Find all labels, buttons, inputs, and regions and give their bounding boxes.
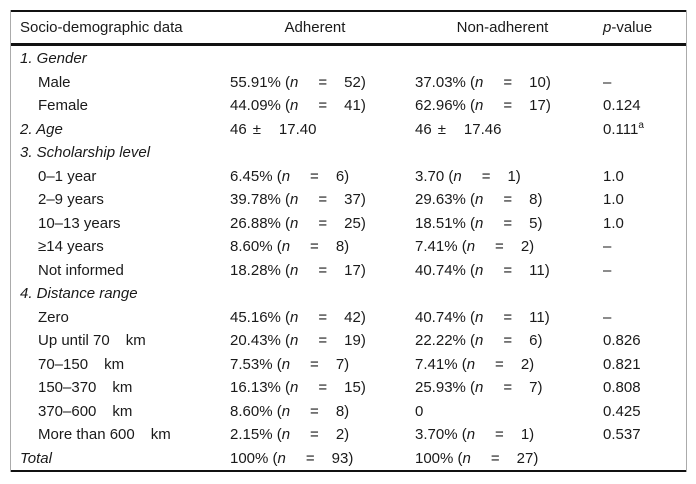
p-value-cell: 0.826 (603, 332, 641, 349)
nonadherent-cell: 7.41% (n = 2) (415, 355, 535, 373)
nonadherent-cell: 46 ±17.46 (415, 120, 502, 138)
table-row: Zero 45.16% (n = 42) 40.74% (n = 11) – (0, 306, 696, 330)
nonadherent-cell: 3.70% (n = 1) (415, 426, 535, 443)
row-label: Female (38, 97, 89, 114)
nonadherent-cell: 40.74% (n = 11) (415, 308, 550, 326)
table-row: 70–150 km 7.53% (n = 7) 7.41% (n = 2) 0.821 (0, 353, 696, 377)
table-row: Total 100% (n = 93) 100% (n = 27) (0, 447, 696, 471)
row-label: 70–150 km (38, 355, 125, 373)
header-value-text: -value (611, 19, 653, 36)
adherent-cell: 55.91% (n = 52) (230, 73, 366, 91)
table-row: 2–9 years 39.78% (n = 37) 29.63% (n = 8) 1.0 (0, 188, 696, 212)
bottom-rule (10, 470, 687, 472)
p-value-cell: – (603, 73, 612, 91)
adherent-cell: 39.78% (n = 37) (230, 191, 366, 208)
row-label: Zero (38, 308, 69, 326)
adherent-cell: 8.60% (n = 8) (230, 238, 350, 255)
table-row: 2. Age 46 ±17.40 46 ±17.46 0.111a (0, 118, 696, 142)
adherent-cell: 26.88% (n = 25) (230, 214, 366, 232)
adherent-cell: 100% (n = 93) (230, 449, 354, 467)
p-value-cell: 0.124 (603, 97, 641, 114)
adherent-cell: 44.09% (n = 41) (230, 97, 366, 114)
adherent-cell: 2.15% (n = 2) (230, 426, 350, 443)
table-row: 3. Scholarship level (0, 141, 696, 165)
p-value-cell: – (603, 238, 612, 255)
table-row: 4. Distance range (0, 282, 696, 306)
table-header: Socio-demographic data Adherent Non-adhe… (0, 12, 696, 43)
top-rule (10, 10, 687, 12)
p-value-cell: 1.0 (603, 214, 624, 232)
nonadherent-cell: 100% (n = 27) (415, 449, 539, 467)
header-adherent: Adherent (284, 19, 346, 36)
row-label: 4. Distance range (20, 285, 138, 302)
table-row: Male 55.91% (n = 52) 37.03% (n = 10) – (0, 71, 696, 95)
row-label: More than 600 km (38, 426, 171, 443)
nonadherent-cell: 25.93% (n = 7) (415, 379, 543, 396)
nonadherent-cell: 40.74% (n = 11) (415, 261, 550, 279)
header-p-italic: p (603, 19, 612, 36)
p-value-cell: 0.821 (603, 355, 641, 373)
adherent-cell: 45.16% (n = 42) (230, 308, 366, 326)
nonadherent-cell: 22.22% (n = 6) (415, 332, 543, 349)
row-label: Not informed (38, 261, 124, 279)
nonadherent-cell: 18.51% (n = 5) (415, 214, 543, 232)
table-body: 1. Gender Male 55.91% (n = 52) 37.03% (n = 10) –… (0, 47, 696, 470)
row-label: 10–13 years (38, 214, 121, 232)
row-label: 370–600 km (38, 402, 133, 420)
p-value-footnote: a (638, 119, 644, 131)
p-value-cell: 0.537 (603, 426, 641, 443)
nonadherent-cell: 7.41% (n = 2) (415, 238, 535, 255)
row-label: 1. Gender (20, 50, 87, 67)
left-border (10, 10, 11, 472)
row-label: ≥14 years (38, 238, 104, 255)
row-label: Up until 70 km (38, 332, 146, 349)
p-value-cell: 1.0 (603, 167, 624, 185)
p-value-cell: 1.0 (603, 191, 624, 208)
header-rule (10, 43, 687, 46)
adherent-cell: 18.28% (n = 17) (230, 261, 366, 279)
header-non-adherent: Non-adherent (456, 19, 549, 36)
p-value-cell: 0.425 (603, 402, 641, 420)
nonadherent-cell: 0 (415, 402, 424, 420)
adherent-cell: 46 ±17.40 (230, 120, 317, 138)
row-label: Male (38, 73, 71, 91)
row-label: 0–1 year (38, 167, 97, 185)
table-row: 1. Gender (0, 47, 696, 71)
row-label: 150–370 km (38, 379, 133, 396)
nonadherent-cell: 62.96% (n = 17) (415, 97, 551, 114)
row-label: 2. Age (20, 120, 63, 138)
header-p-value: p-value (603, 12, 652, 43)
adherent-cell: 7.53% (n = 7) (230, 355, 350, 373)
p-value-cell: – (603, 261, 612, 279)
table-row: More than 600 km 2.15% (n = 2) 3.70% (n = 1) 0.5… (0, 423, 696, 447)
adherent-cell: 20.43% (n = 19) (230, 332, 366, 349)
table-row: Not informed 18.28% (n = 17) 40.74% (n = 11) – (0, 259, 696, 283)
right-border (686, 10, 687, 472)
table-row: 370–600 km 8.60% (n = 8) 0 0.425 (0, 400, 696, 424)
table-row: Female 44.09% (n = 41) 62.96% (n = 17) 0.124 (0, 94, 696, 118)
table-row: ≥14 years 8.60% (n = 8) 7.41% (n = 2) – (0, 235, 696, 259)
header-socio-demographic-data: Socio-demographic data (20, 19, 183, 36)
table-row: 150–370 km 16.13% (n = 15) 25.93% (n = 7) 0.808 (0, 376, 696, 400)
row-label: 3. Scholarship level (20, 144, 151, 161)
adherent-cell: 16.13% (n = 15) (230, 379, 366, 396)
nonadherent-cell: 37.03% (n = 10) (415, 73, 551, 91)
nonadherent-cell: 3.70 (n = 1) (415, 167, 521, 185)
p-value-cell: 0.808 (603, 379, 641, 396)
nonadherent-cell: 29.63% (n = 8) (415, 191, 543, 208)
p-value-cell: – (603, 308, 612, 326)
table-row: 0–1 year 6.45% (n = 6) 3.70 (n = 1) 1.0 (0, 165, 696, 189)
row-label: Total (20, 449, 52, 467)
adherent-cell: 8.60% (n = 8) (230, 402, 350, 420)
p-value-cell: 0.111a (603, 119, 644, 138)
table-row: Up until 70 km 20.43% (n = 19) 22.22% (n = 6) 0.… (0, 329, 696, 353)
adherent-cell: 6.45% (n = 6) (230, 167, 350, 185)
row-label: 2–9 years (38, 191, 104, 208)
table-row: 10–13 years 26.88% (n = 25) 18.51% (n = 5) 1.0 (0, 212, 696, 236)
